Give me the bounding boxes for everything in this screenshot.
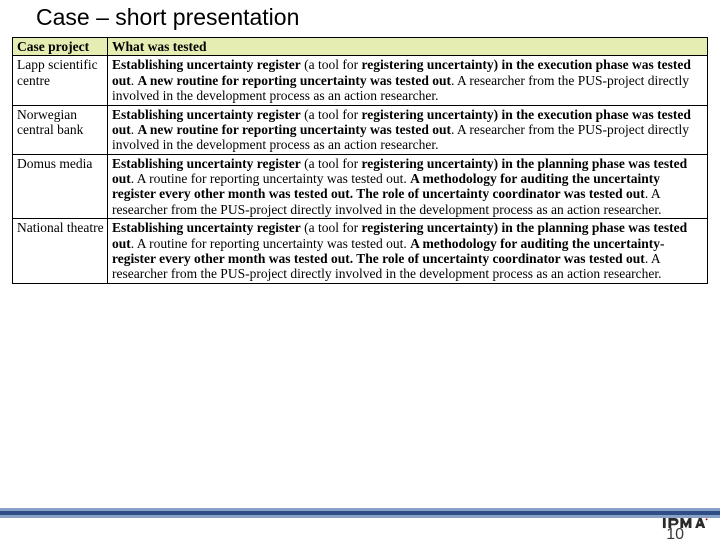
table-row: Norwegian central bankEstablishing uncer… [13,105,708,154]
cell-project: Lapp scientific centre [13,56,108,105]
cell-tested: Establishing uncertainty register (a too… [108,105,708,154]
slide: Case – short presentation Case project W… [0,0,720,540]
table-row: Domus mediaEstablishing uncertainty regi… [13,154,708,219]
col-header-tested: What was tested [108,38,708,56]
table-header-row: Case project What was tested [13,38,708,56]
footer-band [0,508,720,518]
col-header-project: Case project [13,38,108,56]
case-table: Case project What was tested Lapp scient… [12,37,708,284]
slide-title: Case – short presentation [36,4,708,31]
cell-project: Domus media [13,154,108,219]
table-row: Lapp scientific centreEstablishing uncer… [13,56,708,105]
table-row: National theatreEstablishing uncertainty… [13,219,708,284]
page-number: 10 [666,526,684,544]
cell-project: Norwegian central bank [13,105,108,154]
cell-project: National theatre [13,219,108,284]
cell-tested: Establishing uncertainty register (a too… [108,219,708,284]
table-body: Lapp scientific centreEstablishing uncer… [13,56,708,283]
cell-tested: Establishing uncertainty register (a too… [108,154,708,219]
cell-tested: Establishing uncertainty register (a too… [108,56,708,105]
